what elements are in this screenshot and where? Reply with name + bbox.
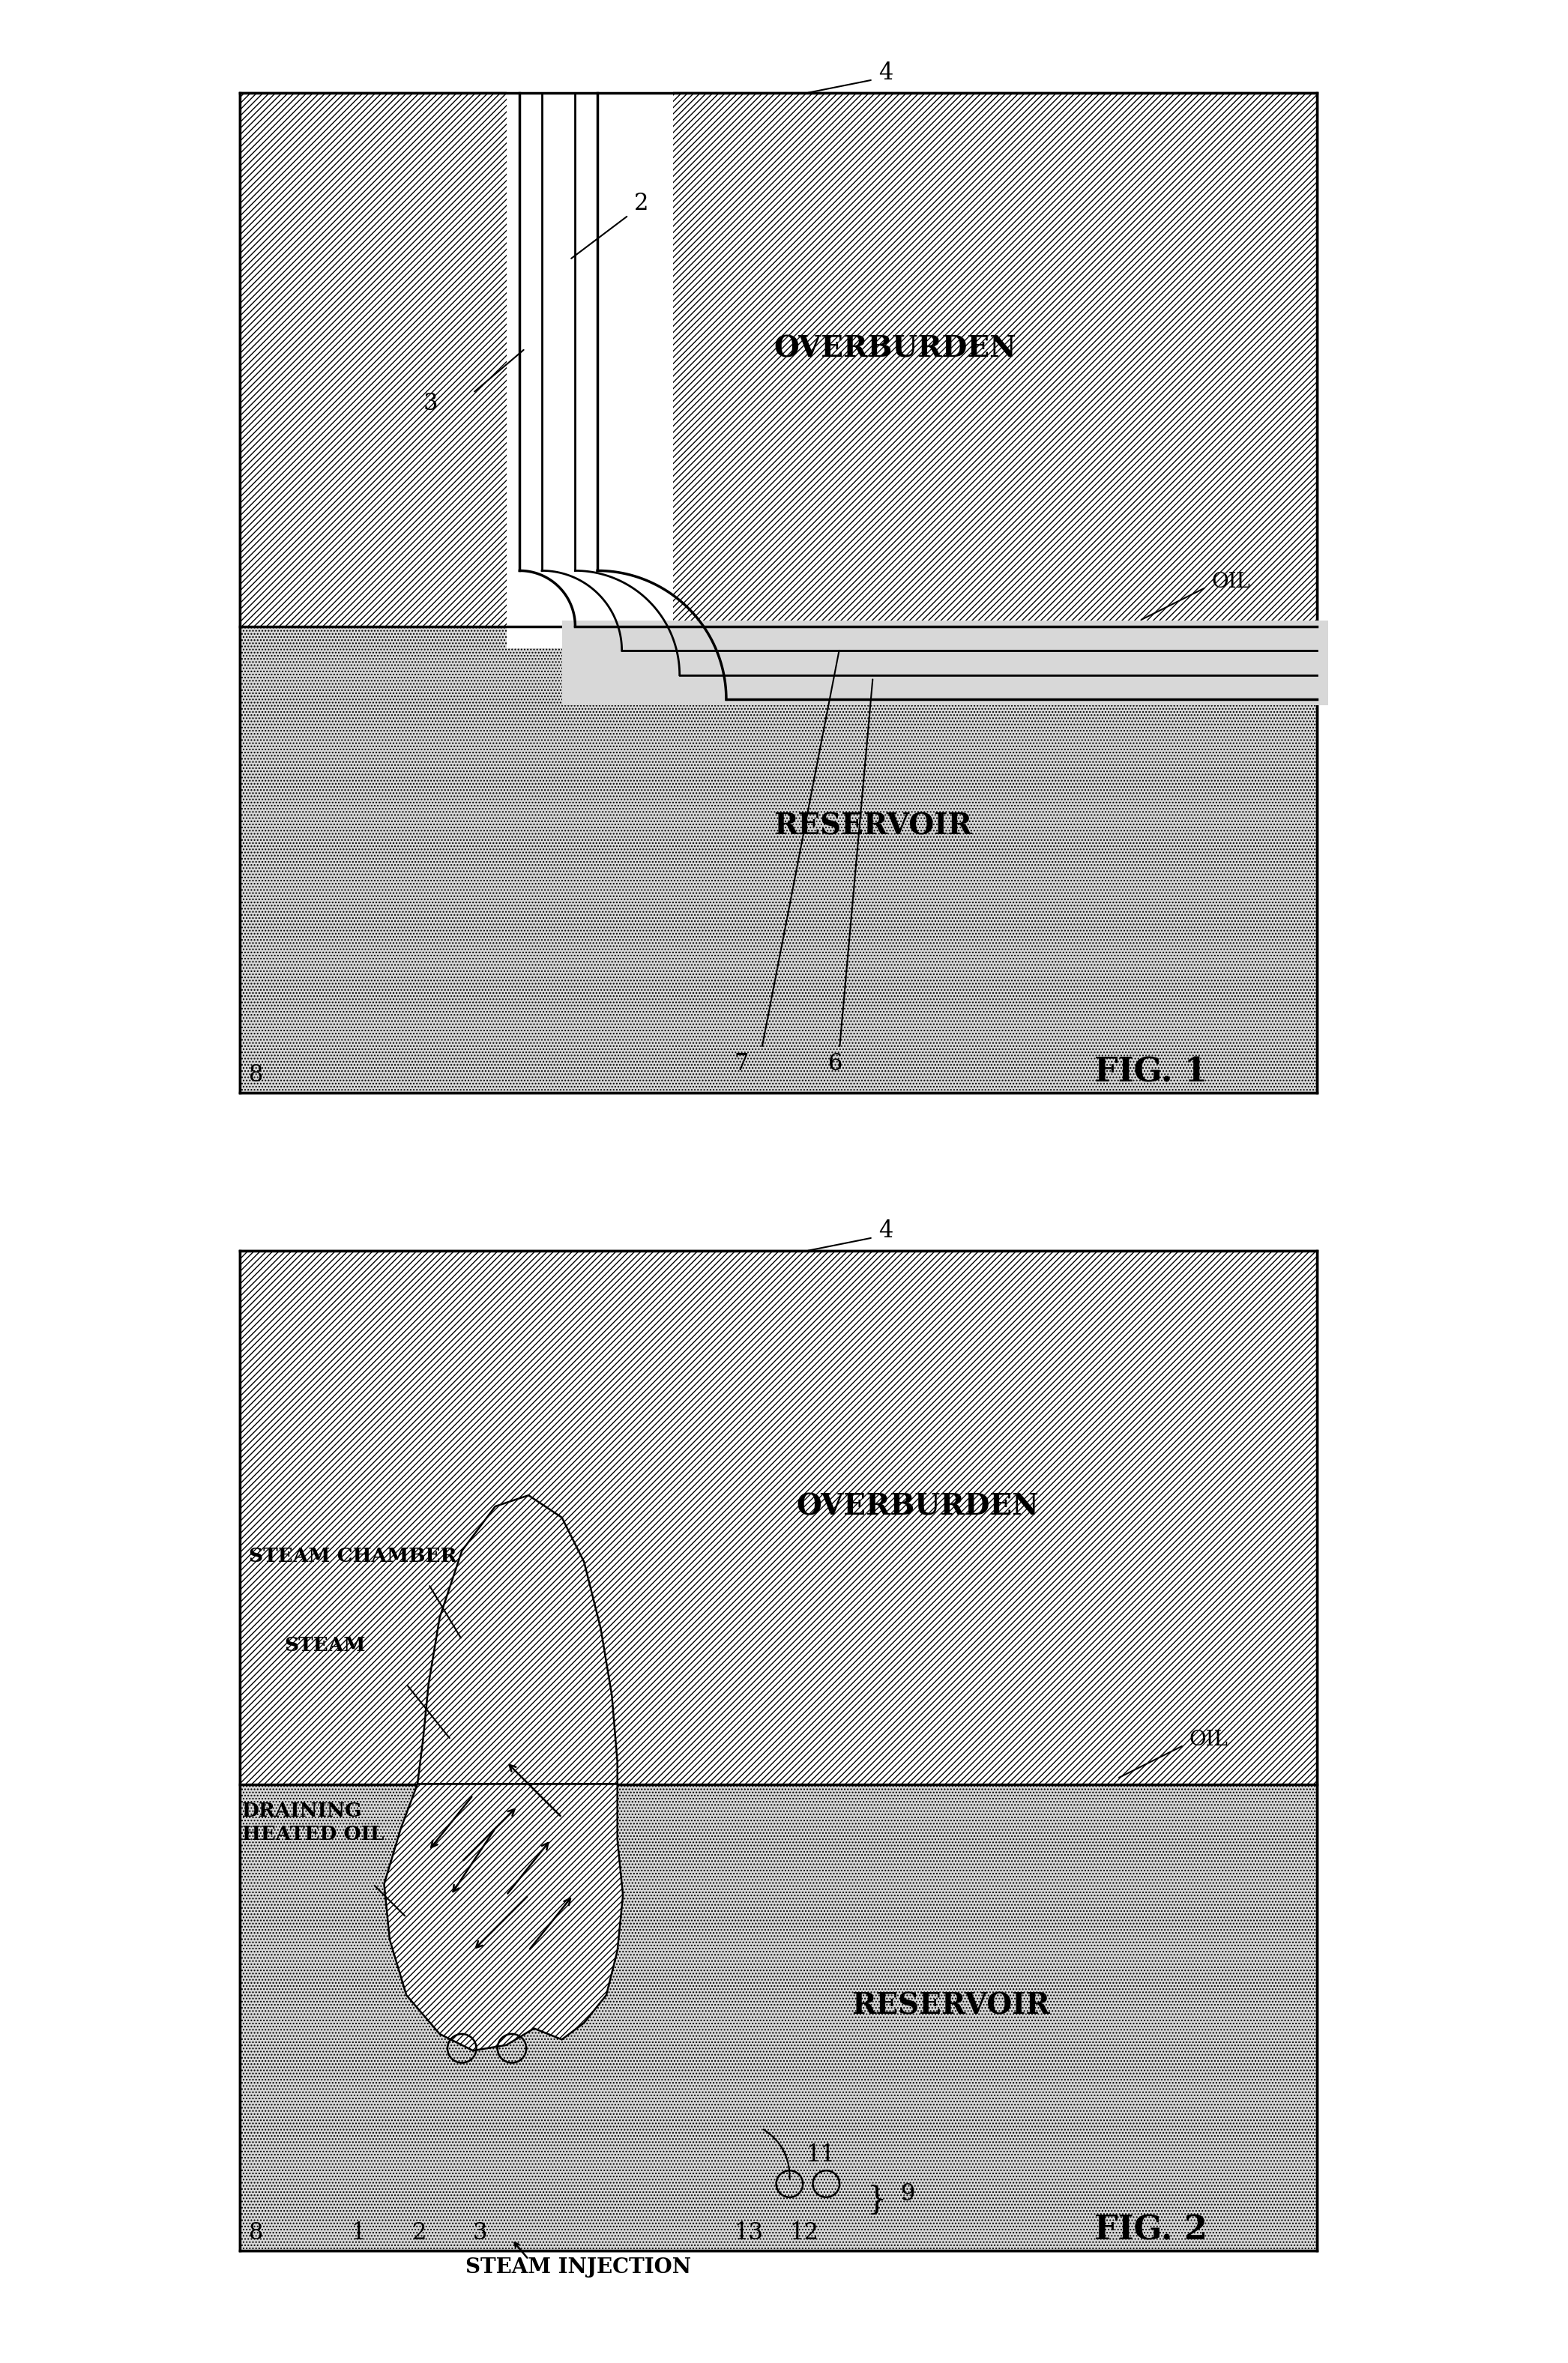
Text: 11: 11 [806, 2143, 836, 2167]
Text: 12: 12 [790, 2221, 818, 2245]
Text: 9: 9 [900, 2183, 916, 2205]
Bar [240, 1250, 1317, 1784]
Text: FIG. 1: FIG. 1 [1094, 1056, 1207, 1089]
Bar [561, 621, 1328, 704]
Bar [240, 1784, 1317, 2250]
Text: 8: 8 [249, 2221, 263, 2245]
Text: 4: 4 [878, 1219, 892, 1243]
Text: 13: 13 [734, 2221, 764, 2245]
Bar [506, 71, 673, 647]
Text: STEAM INJECTION: STEAM INJECTION [466, 2257, 691, 2278]
Polygon shape [417, 1496, 618, 1784]
Text: DRAINING
HEATED OIL: DRAINING HEATED OIL [241, 1801, 384, 1843]
Text: STEAM: STEAM [284, 1635, 365, 1654]
Text: 6: 6 [828, 1052, 844, 1075]
Text: 4: 4 [878, 61, 892, 85]
Text: OIL: OIL [1212, 572, 1251, 591]
Text: RESERVOIR: RESERVOIR [773, 813, 972, 841]
Polygon shape [384, 1784, 622, 2051]
Text: 3: 3 [423, 392, 437, 416]
Text: 8: 8 [249, 1063, 263, 1087]
Text: OVERBURDEN: OVERBURDEN [797, 1491, 1038, 1522]
Text: OVERBURDEN: OVERBURDEN [773, 333, 1016, 364]
Text: FIG. 2: FIG. 2 [1094, 2214, 1207, 2247]
Bar [240, 626, 1317, 1092]
Text: 3: 3 [474, 2221, 488, 2245]
Text: 2: 2 [412, 2221, 426, 2245]
Text: 7: 7 [734, 1052, 748, 1075]
Bar [240, 92, 1317, 626]
Text: RESERVOIR: RESERVOIR [851, 1992, 1051, 2020]
Text: }: } [867, 2186, 887, 2216]
Text: OIL: OIL [1190, 1730, 1228, 1749]
Text: 2: 2 [633, 191, 649, 215]
Text: STEAM CHAMBER: STEAM CHAMBER [249, 1548, 456, 1567]
Text: 1: 1 [351, 2221, 365, 2245]
